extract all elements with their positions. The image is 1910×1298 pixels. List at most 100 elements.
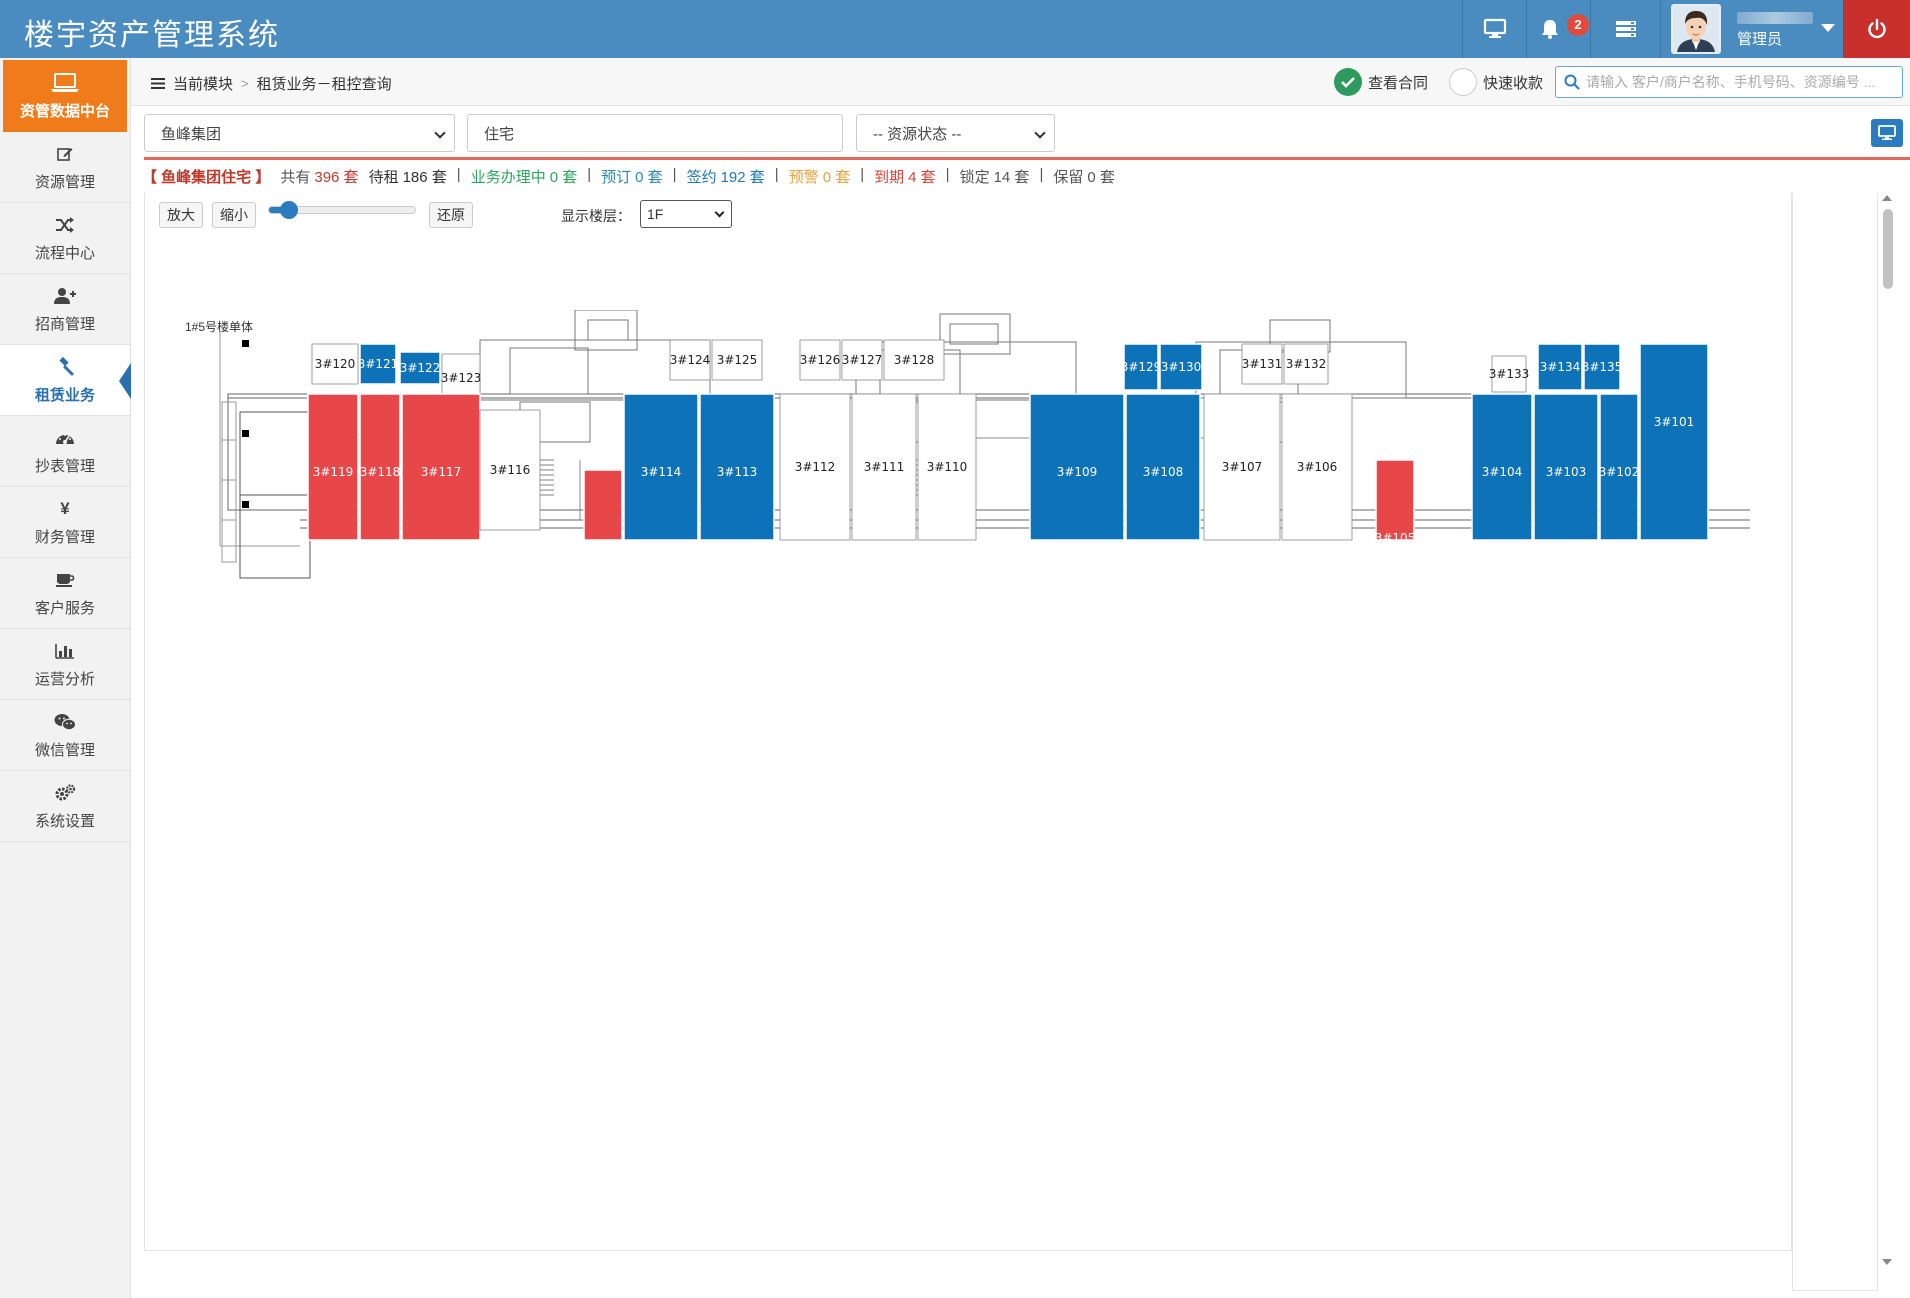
group-select[interactable]: 鱼峰集团 xyxy=(144,114,455,152)
breadcrumb-root[interactable]: 当前模块 xyxy=(173,76,234,93)
unit-shape xyxy=(583,469,623,541)
unit-3-118[interactable]: 3#118 xyxy=(359,393,401,541)
view-contract-label: 查看合同 xyxy=(1368,74,1429,92)
unit-shape xyxy=(669,339,711,381)
sidebar-item-resources[interactable]: 资源管理 xyxy=(0,132,130,203)
unit-3-107[interactable]: 3#107 xyxy=(1203,393,1281,541)
unit-3-116[interactable]: 3#116 xyxy=(479,409,541,531)
scroll-up-icon[interactable] xyxy=(1882,195,1892,201)
stats-vacant[interactable]: 待租 186 套 xyxy=(368,169,447,186)
sidebar-item-wechat[interactable]: 微信管理 xyxy=(0,700,130,771)
zoom-slider[interactable] xyxy=(268,201,416,219)
gears-icon xyxy=(55,783,76,800)
floor-select[interactable]: 1F xyxy=(640,200,732,228)
scrollbar-thumb[interactable] xyxy=(1883,209,1893,289)
scroll-down-icon[interactable] xyxy=(1882,1259,1892,1265)
stats-warning[interactable]: 预警 0 套 xyxy=(788,169,851,186)
quick-payment-toggle[interactable]: 快速收款 xyxy=(1449,68,1543,96)
unit-3-103[interactable]: 3#103 xyxy=(1533,393,1599,541)
resource-type-field[interactable]: 住宅 xyxy=(467,114,843,152)
fullscreen-button[interactable] xyxy=(1871,119,1903,147)
unit-3-125[interactable]: 3#125 xyxy=(711,339,763,381)
menu-icon[interactable] xyxy=(151,77,165,90)
unit-3-115[interactable]: 3#115 xyxy=(583,469,624,555)
sidebar-item-customer-service[interactable]: 客户服务 xyxy=(0,558,130,629)
unit-3-131[interactable]: 3#131 xyxy=(1241,343,1283,385)
unit-3-117[interactable]: 3#117 xyxy=(401,393,481,541)
sidebar-item-leasing[interactable]: 招商管理 xyxy=(0,274,130,345)
unit-shape xyxy=(1281,393,1353,541)
notifications-button[interactable]: 2 xyxy=(1526,0,1590,58)
zoom-out-button[interactable]: 缩小 xyxy=(212,202,256,228)
unit-shape xyxy=(917,393,977,541)
unit-label: 3#117 xyxy=(421,465,462,479)
unit-3-122[interactable]: 3#122 xyxy=(399,351,441,385)
zoom-slider-handle[interactable] xyxy=(280,201,298,219)
wechat-icon xyxy=(54,713,76,730)
zoom-slider-fill xyxy=(269,207,289,213)
floor-plan-panel xyxy=(144,193,1792,1251)
stats-reserved[interactable]: 预订 0 套 xyxy=(601,169,663,186)
unit-3-119[interactable]: 3#119 xyxy=(307,393,359,541)
sidebar-item-workflow[interactable]: 流程中心 xyxy=(0,203,130,274)
sidebar-item-rental[interactable]: 租赁业务 xyxy=(0,345,131,416)
unit-3-134[interactable]: 3#134 xyxy=(1537,343,1583,391)
stats-processing[interactable]: 业务办理中 0 套 xyxy=(470,169,578,186)
unit-3-102[interactable]: 3#102 xyxy=(1599,393,1640,541)
group-select-value: 鱼峰集团 xyxy=(161,125,222,143)
sidebar-item-analytics[interactable]: 运营分析 xyxy=(0,629,130,700)
topbar: 当前模块 > 租赁业务－租控查询 查看合同 快速收款 xyxy=(131,58,1910,106)
stats-locked[interactable]: 锁定 14 套 xyxy=(959,169,1030,186)
unit-3-130[interactable]: 3#130 xyxy=(1159,343,1203,391)
unit-3-112[interactable]: 3#112 xyxy=(779,393,851,541)
user-menu[interactable]: 管理员 xyxy=(1660,0,1843,58)
unit-3-106[interactable]: 3#106 xyxy=(1281,393,1353,541)
search-input[interactable] xyxy=(1586,74,1896,90)
unit-3-110[interactable]: 3#110 xyxy=(917,393,977,541)
unit-3-111[interactable]: 3#111 xyxy=(851,393,917,541)
unit-shape xyxy=(1159,343,1203,391)
stats-expired[interactable]: 到期 4 套 xyxy=(874,169,936,186)
chevron-right-icon: > xyxy=(241,76,249,91)
reset-zoom-button[interactable]: 还原 xyxy=(429,202,473,228)
zoom-in-button[interactable]: 放大 xyxy=(159,202,203,228)
yen-icon: ¥ xyxy=(60,498,70,518)
stats-total: 共有 396 套 xyxy=(280,169,359,186)
monitor-button[interactable] xyxy=(1462,0,1526,58)
sidebar-item-data-center[interactable]: 资管数据中台 xyxy=(3,60,127,132)
stats-signed[interactable]: 签约 192 套 xyxy=(686,169,765,186)
add-user-icon xyxy=(54,287,76,304)
unit-3-104[interactable]: 3#104 xyxy=(1471,393,1533,541)
vertical-scrollbar[interactable] xyxy=(1878,193,1896,1269)
logout-button[interactable] xyxy=(1843,0,1910,58)
sidebar-item-settings[interactable]: 系统设置 xyxy=(0,771,130,842)
unit-3-113[interactable]: 3#113 xyxy=(699,393,775,541)
view-contract-toggle[interactable]: 查看合同 xyxy=(1334,68,1428,96)
unit-3-133[interactable]: 3#133 xyxy=(1489,355,1530,393)
unit-3-101[interactable]: 3#101 xyxy=(1639,343,1709,541)
monitor-icon xyxy=(1483,18,1506,38)
sidebar-item-metering[interactable]: 抄表管理 xyxy=(0,416,130,487)
unit-3-109[interactable]: 3#109 xyxy=(1029,393,1125,541)
server-list-button[interactable] xyxy=(1590,0,1660,58)
resource-status-select[interactable]: -- 资源状态 -- xyxy=(856,114,1055,152)
unit-3-126[interactable]: 3#126 xyxy=(799,339,841,381)
unit-3-114[interactable]: 3#114 xyxy=(623,393,699,541)
unit-shape xyxy=(1241,343,1283,385)
unit-3-128[interactable]: 3#128 xyxy=(883,339,945,381)
unit-3-135[interactable]: 3#135 xyxy=(1582,343,1623,391)
sidebar-item-finance[interactable]: ¥ 财务管理 xyxy=(0,487,130,558)
stats-kept[interactable]: 保留 0 套 xyxy=(1053,169,1115,186)
unit-label: 3#131 xyxy=(1242,357,1283,371)
unit-3-132[interactable]: 3#132 xyxy=(1283,343,1329,385)
unit-3-124[interactable]: 3#124 xyxy=(669,339,711,381)
unit-3-108[interactable]: 3#108 xyxy=(1125,393,1201,541)
unit-3-127[interactable]: 3#127 xyxy=(841,339,883,381)
unit-3-105[interactable]: 3#105 xyxy=(1375,459,1416,545)
unit-label: 3#125 xyxy=(717,353,758,367)
unit-3-129[interactable]: 3#129 xyxy=(1121,343,1162,391)
unit-3-120[interactable]: 3#120 xyxy=(311,343,359,385)
unit-3-121[interactable]: 3#121 xyxy=(358,343,399,385)
sidebar-item-label: 客户服务 xyxy=(34,599,95,617)
sidebar-item-label: 资源管理 xyxy=(34,173,95,191)
